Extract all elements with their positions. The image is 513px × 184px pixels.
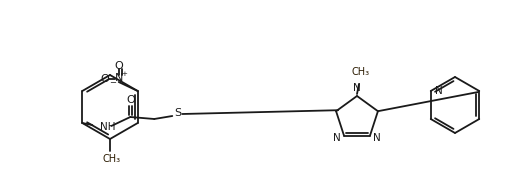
Text: S: S (175, 108, 182, 118)
Text: O: O (114, 61, 123, 71)
Text: CH₃: CH₃ (352, 67, 370, 77)
Text: N: N (353, 83, 361, 93)
Text: +: + (122, 71, 128, 77)
Text: NH: NH (100, 122, 116, 132)
Text: CH₃: CH₃ (103, 154, 121, 164)
Text: N: N (114, 73, 123, 83)
Text: N: N (373, 133, 381, 143)
Text: N: N (333, 133, 341, 143)
Text: N: N (435, 86, 443, 96)
Text: −: − (109, 79, 116, 88)
Text: O: O (101, 74, 109, 84)
Text: O: O (126, 95, 134, 105)
